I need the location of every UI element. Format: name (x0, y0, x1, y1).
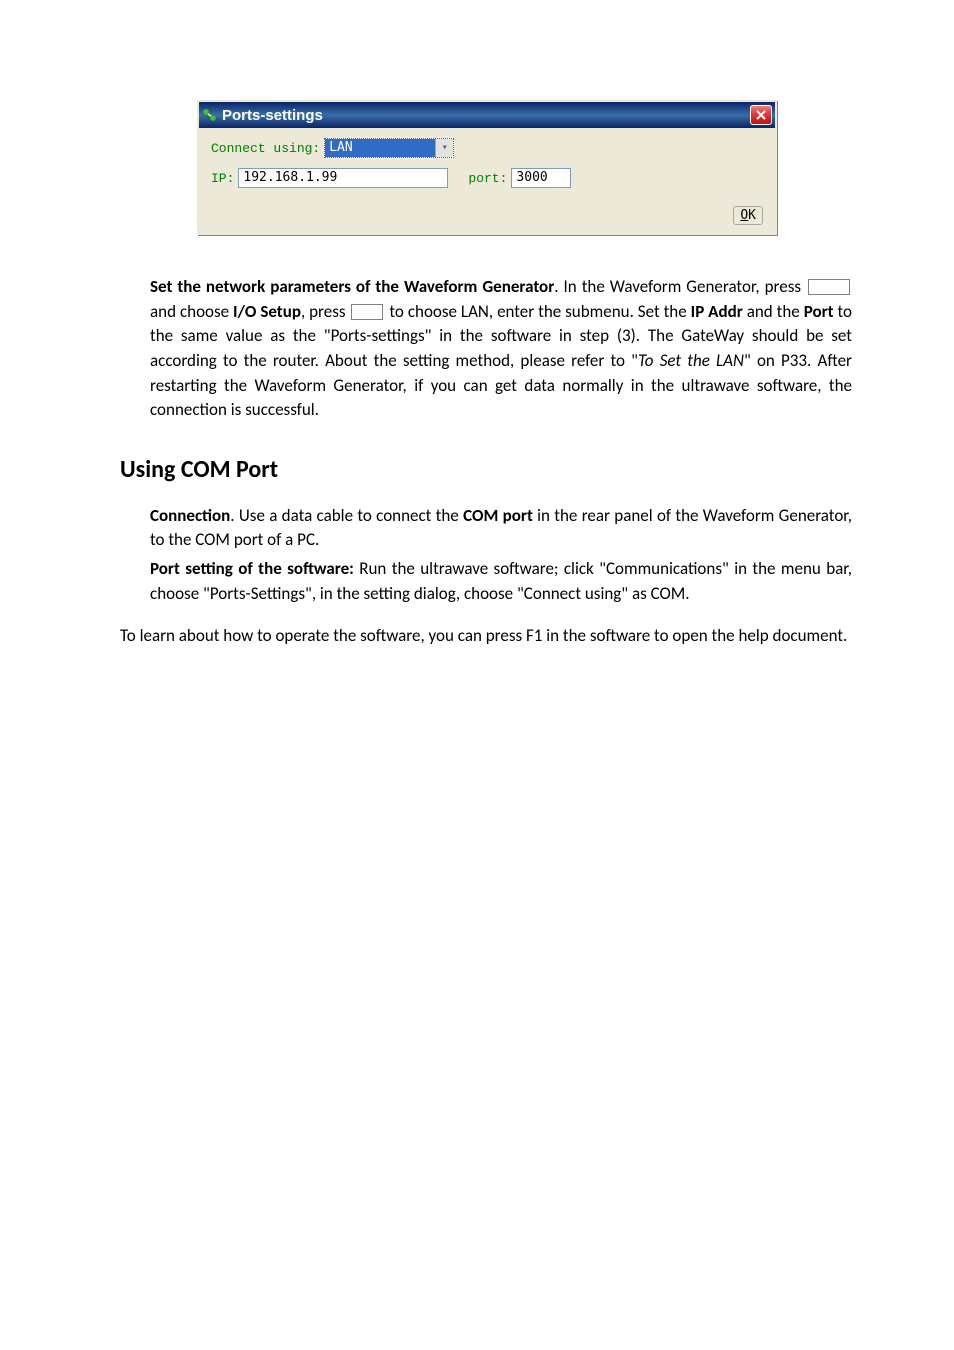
ip-label: IP: (211, 171, 234, 186)
ports-settings-dialog: Ports-settings Connect using: LAN ▾ IP: (197, 100, 777, 235)
close-icon (756, 110, 766, 120)
connect-using-row: Connect using: LAN ▾ (211, 138, 763, 158)
ip-input[interactable]: 192.168.1.99 (238, 168, 448, 188)
key-placeholder-1 (808, 279, 850, 295)
document-body: Set the network parameters of the Wavefo… (120, 275, 854, 649)
paragraph-help: To learn about how to operate the softwa… (120, 624, 854, 649)
ip-port-row: IP: 192.168.1.99 port: 3000 (211, 168, 763, 188)
connect-using-select[interactable]: LAN ▾ (324, 138, 454, 158)
ok-button[interactable]: OK (733, 206, 763, 225)
paragraph-port-setting: Port setting of the software: Run the ul… (150, 557, 852, 606)
dialog-body: Connect using: LAN ▾ IP: 192.168.1.99 po… (199, 128, 775, 233)
paragraph-com-block: Connection. Use a data cable to connect … (150, 504, 852, 607)
port-input[interactable]: 3000 (511, 168, 571, 188)
connect-using-label: Connect using: (211, 141, 320, 156)
paragraph-set-network: Set the network parameters of the Wavefo… (150, 275, 852, 423)
app-icon (202, 107, 218, 123)
section-heading-com: Using COM Port (120, 455, 854, 484)
close-button[interactable] (750, 105, 772, 125)
paragraph-connection: Connection. Use a data cable to connect … (150, 504, 852, 553)
titlebar: Ports-settings (199, 102, 775, 128)
chevron-down-icon[interactable]: ▾ (435, 139, 453, 157)
dialog-title: Ports-settings (222, 107, 323, 124)
button-row: OK (211, 206, 763, 225)
port-label: port: (468, 171, 507, 186)
para1-lead: Set the network parameters of the Wavefo… (150, 276, 554, 297)
key-placeholder-2 (351, 304, 383, 320)
connect-using-value: LAN (325, 139, 435, 157)
titlebar-left: Ports-settings (202, 107, 323, 124)
